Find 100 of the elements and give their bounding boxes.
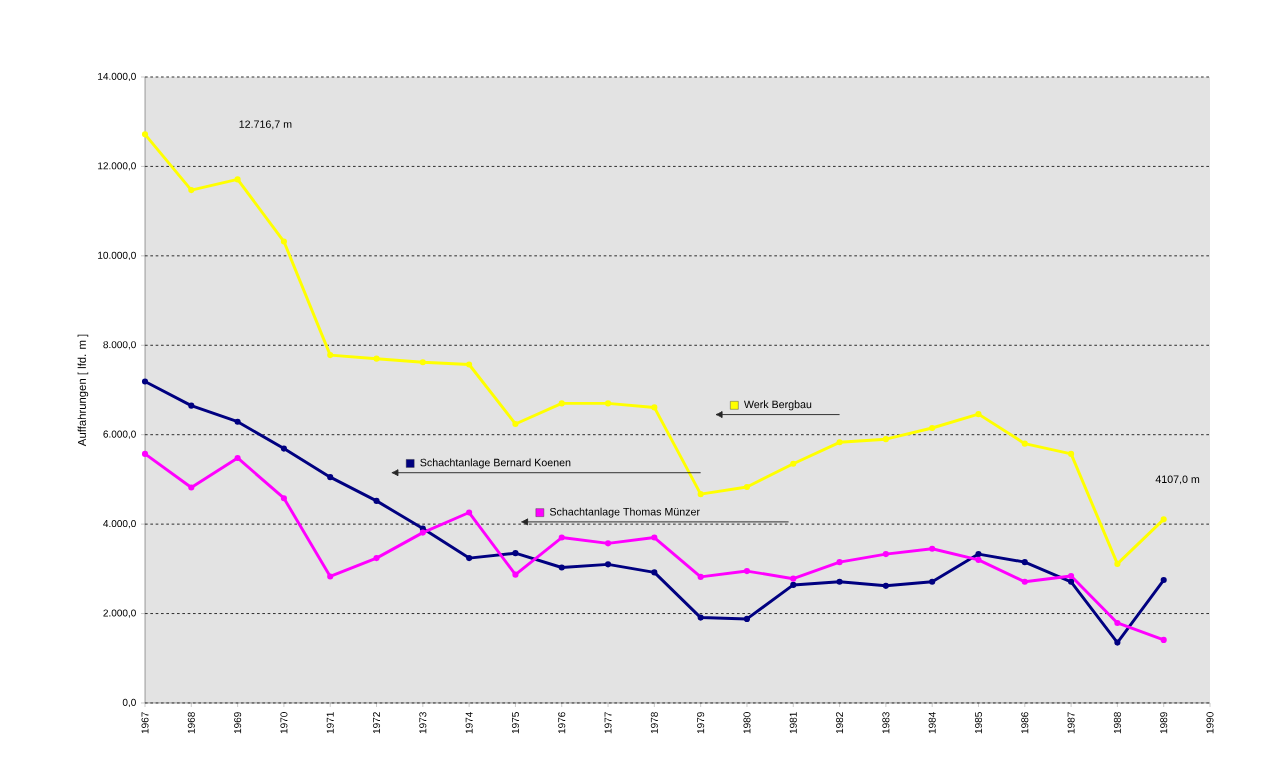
point [327,352,334,359]
annotation: 4107,0 m [1155,475,1200,485]
point [234,454,241,462]
y-tick-label: 6.000,0 [103,430,136,439]
x-tick-label: 1967 [141,712,149,734]
x-tick-label: 1969 [234,712,242,734]
point [929,424,936,432]
point [419,529,426,536]
x-tick-label: 1972 [372,712,381,734]
point [697,573,704,580]
x-tick-label: 1973 [419,712,427,734]
point [1160,516,1167,523]
legend-label: Schachtanlage Thomas Münzer [549,507,700,518]
x-tick-label: 1978 [650,712,658,734]
point [188,402,195,409]
point [651,404,658,411]
point [280,445,287,452]
point [558,534,565,541]
x-tick-label: 1968 [187,712,195,734]
point [419,525,426,532]
legend-label: Schachtanlage Bernard Koenen [420,458,571,469]
x-tick-label: 1982 [836,712,844,734]
point [1068,578,1075,585]
x-tick-label: 1987 [1067,712,1075,734]
annotation: 12.716,7 m [239,120,292,130]
point [280,495,287,502]
point [141,378,149,385]
point [743,568,751,575]
point [280,238,287,245]
x-tick-label: 1977 [604,712,612,734]
point [836,439,843,446]
point [836,578,843,585]
point [1021,559,1028,566]
x-tick-label: 1980 [743,712,751,734]
point [790,575,797,582]
x-tick-label: 1985 [974,712,983,734]
x-tick-label: 1976 [558,712,566,734]
point [929,578,936,585]
point [882,582,889,589]
y-axis-title: Auffahrungen [ lfd. m ] [77,334,89,447]
point [141,131,149,138]
point [1021,440,1028,447]
point [373,497,380,504]
y-tick-label: 2.000,0 [103,609,136,618]
point [975,556,982,563]
x-tick-label: 1975 [511,712,519,734]
point [929,545,936,552]
point [975,551,982,558]
y-tick-label: 10.000,0 [98,251,136,260]
point [604,561,612,568]
point [697,614,704,621]
x-tick-label: 1986 [1021,712,1029,734]
legend-label: Werk Bergbau [743,400,812,411]
y-tick-label: 0,0 [122,698,136,708]
x-tick-label: 1989 [1160,712,1168,734]
point [188,187,195,194]
point [882,551,889,558]
point [743,615,751,622]
x-tick-label: 1970 [280,712,288,734]
point [373,355,380,362]
point [1114,639,1121,646]
point [466,509,473,516]
point [234,418,241,425]
point [1114,560,1121,567]
point [512,550,519,557]
point [558,400,565,407]
point [836,559,843,566]
point [1068,450,1075,457]
point [327,573,334,580]
point [651,534,658,541]
point [1114,619,1121,627]
x-tick-label: 1990 [1206,712,1214,734]
point [512,420,519,428]
point [604,540,612,547]
point [1021,578,1028,585]
point [743,483,751,491]
point [790,581,797,589]
point [604,400,612,407]
x-tick-label: 1988 [1113,712,1121,734]
point [1068,572,1075,580]
x-tick-label: 1984 [928,711,936,734]
point [466,361,473,368]
x-tick-label: 1971 [326,712,334,734]
point [975,411,982,418]
point [697,491,704,498]
point [188,484,195,491]
point [512,571,519,578]
x-tick-label: 1983 [882,712,890,734]
point [651,569,658,576]
x-tick-label: 1979 [697,712,705,734]
point [327,474,334,481]
y-tick-label: 8.000,0 [103,341,136,350]
point [558,564,565,571]
point [466,555,473,562]
point [1160,636,1167,644]
point [419,359,426,366]
point [234,176,241,183]
y-tick-label: 12.000,0 [98,162,136,171]
point [141,450,149,457]
y-tick-label: 14.000,0 [98,72,136,82]
